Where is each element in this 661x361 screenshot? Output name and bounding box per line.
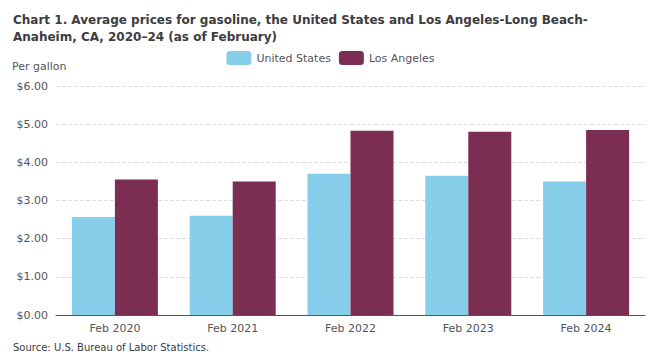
svg-text:$4.00: $4.00 [17, 156, 49, 169]
svg-text:Chart 1. Average prices for ga: Chart 1. Average prices for gasoline, th… [13, 13, 588, 27]
svg-text:Feb 2022: Feb 2022 [325, 322, 376, 335]
svg-text:$2.00: $2.00 [17, 232, 49, 245]
svg-text:Feb 2021: Feb 2021 [207, 322, 258, 335]
svg-text:Per gallon: Per gallon [12, 60, 67, 73]
svg-text:Feb 2023: Feb 2023 [443, 322, 494, 335]
svg-text:$1.00: $1.00 [17, 270, 49, 283]
svg-text:Los Angeles: Los Angeles [369, 52, 435, 65]
svg-text:$6.00: $6.00 [17, 80, 49, 93]
svg-text:$0.00: $0.00 [17, 309, 49, 322]
svg-text:$3.00: $3.00 [17, 194, 49, 207]
svg-text:Anaheim, CA, 2020–24 (as of Fe: Anaheim, CA, 2020–24 (as of February) [13, 30, 277, 44]
svg-text:United States: United States [256, 52, 331, 65]
svg-text:$5.00: $5.00 [17, 118, 49, 131]
svg-text:Feb 2024: Feb 2024 [561, 322, 612, 335]
svg-text:Source: U.S. Bureau of Labor S: Source: U.S. Bureau of Labor Statistics. [13, 342, 209, 353]
svg-text:Feb 2020: Feb 2020 [89, 322, 140, 335]
